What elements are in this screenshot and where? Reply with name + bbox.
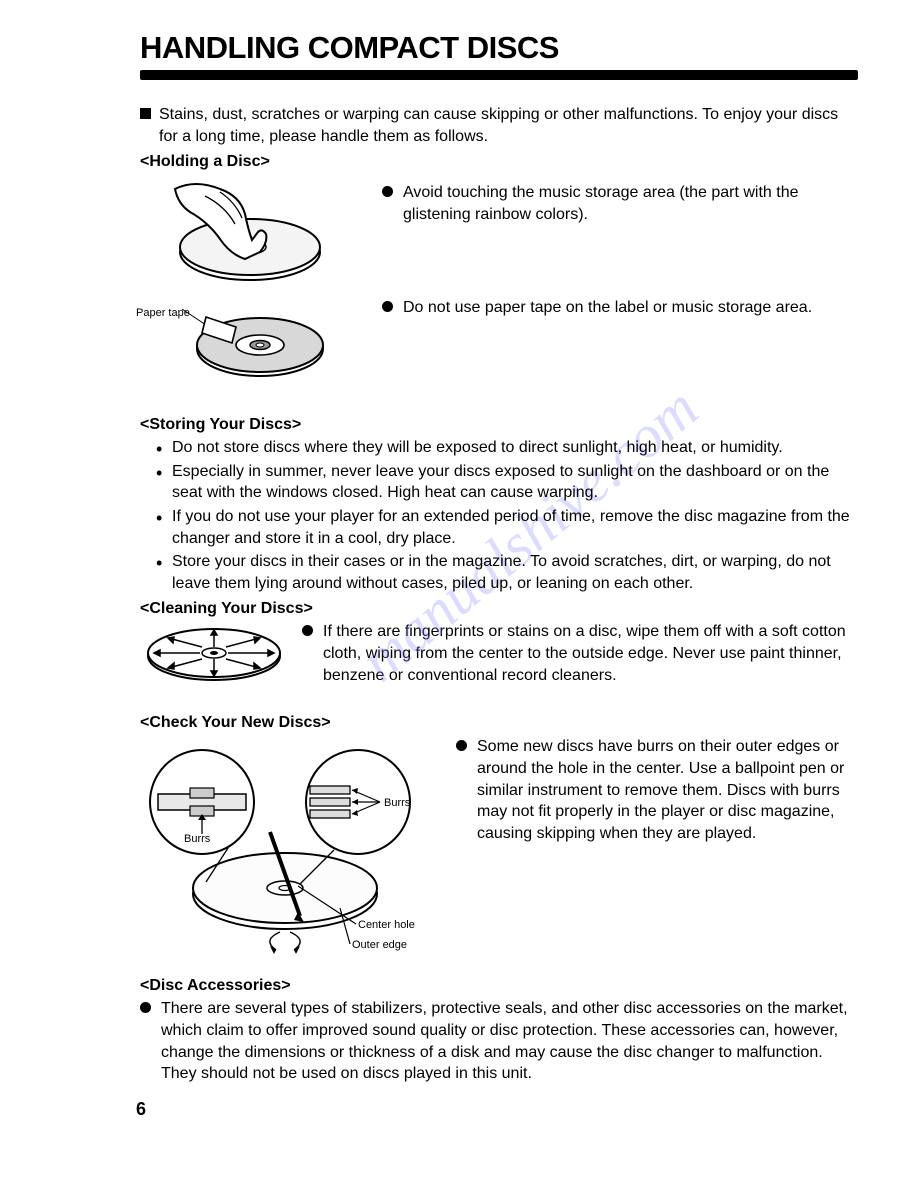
- holding-text-col: Avoid touching the music storage area (t…: [382, 174, 858, 325]
- page-number: 6: [136, 1099, 858, 1120]
- square-bullet-icon: [140, 108, 151, 119]
- check-figure: Burrs Burrs Center hole Outer edge: [140, 736, 436, 971]
- check-tip: Some new discs have burrs on their outer…: [477, 736, 858, 844]
- page-title: HANDLING COMPACT DISCS: [140, 30, 858, 66]
- heading-cleaning: <Cleaning Your Discs>: [140, 600, 858, 618]
- heading-storing: <Storing Your Discs>: [140, 416, 858, 434]
- round-bullet-icon: [302, 625, 313, 636]
- title-rule: [140, 70, 858, 80]
- intro-text: Stains, dust, scratches or warping can c…: [159, 104, 858, 147]
- heading-holding: <Holding a Disc>: [140, 153, 858, 171]
- list-item: Especially in summer, never leave your d…: [158, 461, 858, 504]
- cleaning-figure: [140, 621, 288, 696]
- heading-check: <Check Your New Discs>: [140, 714, 858, 732]
- burrs-label-right: Burrs: [384, 797, 411, 809]
- heading-accessories: <Disc Accessories>: [140, 977, 858, 995]
- holding-figures: Paper tape: [140, 174, 360, 398]
- round-bullet-icon: [382, 186, 393, 197]
- outer-edge-label: Outer edge: [352, 939, 407, 951]
- storing-list: Do not store discs where they will be ex…: [140, 437, 858, 594]
- list-item: Store your discs in their cases or in th…: [158, 551, 858, 594]
- intro-row: Stains, dust, scratches or warping can c…: [140, 104, 858, 147]
- hand-disc-illustration: [140, 174, 340, 294]
- wipe-direction-illustration: [140, 621, 288, 691]
- accessories-section: There are several types of stabilizers, …: [140, 998, 858, 1084]
- round-bullet-icon: [140, 1002, 151, 1013]
- paper-tape-label: Paper tape: [136, 307, 190, 319]
- holding-section: Paper tape Avoid touching the music stor…: [140, 174, 858, 398]
- check-section: Burrs Burrs Center hole Outer edge Some …: [140, 736, 858, 971]
- cleaning-section: If there are fingerprints or stains on a…: [140, 621, 858, 696]
- list-item: Do not store discs where they will be ex…: [158, 437, 858, 459]
- cleaning-tip: If there are fingerprints or stains on a…: [323, 621, 858, 686]
- round-bullet-icon: [382, 301, 393, 312]
- burrs-illustration: Burrs Burrs Center hole Outer edge: [140, 736, 436, 966]
- round-bullet-icon: [456, 740, 467, 751]
- holding-tip1: Avoid touching the music storage area (t…: [403, 182, 858, 225]
- list-item: If you do not use your player for an ext…: [158, 506, 858, 549]
- accessories-tip: There are several types of stabilizers, …: [161, 998, 858, 1084]
- burrs-label-left: Burrs: [184, 833, 211, 845]
- holding-tip2: Do not use paper tape on the label or mu…: [403, 297, 812, 319]
- center-hole-label: Center hole: [358, 919, 415, 931]
